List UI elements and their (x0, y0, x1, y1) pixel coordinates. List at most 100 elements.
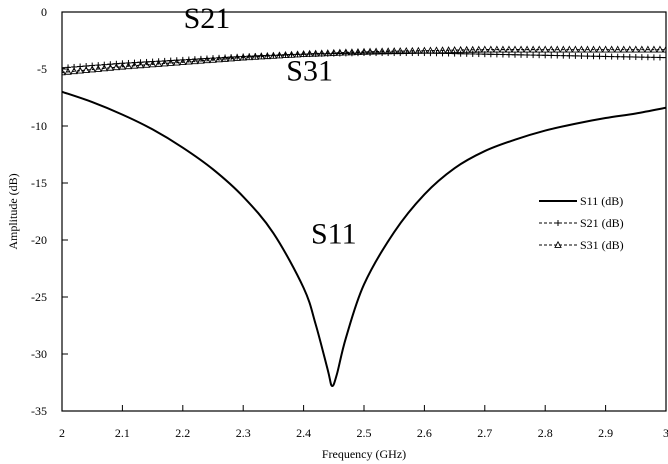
x-tick-label: 2.6 (417, 426, 432, 440)
s31-point-marker (336, 48, 344, 56)
s31-point-marker (317, 49, 326, 57)
s21-point-marker (602, 53, 609, 60)
s31-point-marker (372, 47, 380, 55)
s31-point-marker (366, 47, 374, 55)
s31-point-marker (70, 67, 78, 75)
s21-point-marker (638, 54, 645, 61)
s31-point-marker (613, 45, 622, 53)
plot-frame (61, 11, 667, 412)
s21-point-marker (445, 50, 452, 57)
s21-point-marker (560, 52, 567, 59)
s31-point-marker (287, 50, 296, 58)
s31-point-marker (487, 45, 495, 53)
s31-point-marker (94, 64, 102, 72)
annotation-s31: S31 (286, 54, 333, 87)
s31-point-marker (601, 45, 610, 53)
s21-point-marker (572, 52, 579, 59)
s31-point-marker (348, 48, 356, 56)
plot-layer (61, 11, 667, 412)
s31-point-marker (251, 52, 260, 60)
s21-point-marker (397, 50, 404, 57)
s31-point-marker (450, 46, 459, 54)
s31-point-marker (517, 45, 525, 53)
legend-label: S31 (dB) (580, 238, 624, 252)
s21-point-marker (499, 51, 506, 58)
legend-item-1: S11 (dB) (539, 194, 623, 208)
x-tick-label: 2.5 (357, 426, 372, 440)
s31-point-marker (619, 45, 628, 53)
s31-point-marker (595, 45, 604, 53)
x-tick-label: 2.7 (477, 426, 492, 440)
s21-point-marker (530, 52, 537, 59)
legend-layer: S11 (dB) S21 (dB) S31 (dB) (539, 194, 624, 252)
s31-point-marker (589, 45, 598, 53)
legend-item-3: S31 (dB) (539, 238, 624, 252)
s21-point-marker (463, 50, 470, 57)
s21-point-marker (663, 54, 666, 61)
s21-point-marker (554, 52, 561, 59)
series-3 (62, 45, 666, 76)
s21-point-marker (518, 51, 525, 58)
x-tick-label: 2.3 (236, 426, 251, 440)
s31-point-marker (100, 64, 109, 72)
s31-point-marker (438, 46, 447, 54)
s21-point-marker (451, 50, 458, 57)
s21-point-marker (542, 52, 549, 59)
s31-point-marker (499, 45, 507, 53)
s31-db-line (62, 48, 666, 73)
s31-point-marker (444, 46, 453, 54)
legend-label: S21 (dB) (580, 216, 624, 230)
s31-point-marker (559, 45, 568, 53)
s31-point-marker (650, 45, 658, 53)
s21-point-marker (614, 53, 621, 60)
s31-point-marker (233, 53, 241, 61)
s31-point-marker (390, 47, 398, 55)
s31-point-marker (360, 47, 368, 55)
s31-point-marker (299, 50, 308, 58)
s31-point-marker (82, 65, 90, 73)
s21-point-marker (439, 50, 446, 57)
s31-point-marker (124, 62, 133, 70)
s31-point-marker (475, 45, 483, 53)
s21-point-marker (578, 53, 585, 60)
annotation-s11: S11 (311, 217, 357, 250)
s31-point-marker (342, 48, 350, 56)
s21-point-marker (590, 53, 597, 60)
s31-point-marker (354, 47, 362, 55)
s31-point-marker (64, 67, 72, 75)
s31-point-marker (632, 45, 640, 53)
s31-point-marker (245, 53, 253, 61)
s21-point-marker (584, 53, 591, 60)
y-tick-label: -5 (37, 62, 47, 76)
s31-point-marker (197, 56, 205, 64)
y-tick-label: -30 (31, 347, 47, 361)
s31-point-marker (378, 47, 386, 55)
axes-layer: 2 2.1 2.2 2.3 2.4 2.5 2.6 2.7 2.8 2.9 3 0 -5 -10 -15 -2… (6, 5, 668, 461)
s31-point-marker (160, 59, 169, 67)
annotation-layer: S21 S31 S11 (184, 2, 357, 250)
y-tick-label: 0 (41, 5, 47, 19)
s31-point-marker (571, 45, 580, 53)
s21-point-marker (512, 51, 518, 58)
x-tick-label: 2.8 (538, 426, 553, 440)
s31-point-marker (644, 45, 652, 53)
s31-point-marker (511, 45, 519, 53)
s21-point-marker (536, 52, 543, 59)
s31-point-marker (173, 58, 181, 66)
s31-point-marker (293, 50, 302, 58)
s31-point-marker (263, 52, 272, 60)
s31-point-marker (541, 45, 549, 53)
s31-point-marker (311, 49, 320, 57)
s31-point-marker (396, 47, 404, 55)
s31-point-marker (191, 57, 199, 65)
s31-point-marker (62, 68, 66, 76)
x-tick-label: 3 (663, 426, 668, 440)
s31-point-marker (565, 45, 574, 53)
s21-point-marker (548, 52, 555, 59)
s31-point-marker (535, 45, 543, 53)
s31-point-marker (112, 63, 121, 71)
s31-point-marker (269, 51, 278, 59)
y-axis-label: Amplitude (dB) (6, 173, 20, 249)
